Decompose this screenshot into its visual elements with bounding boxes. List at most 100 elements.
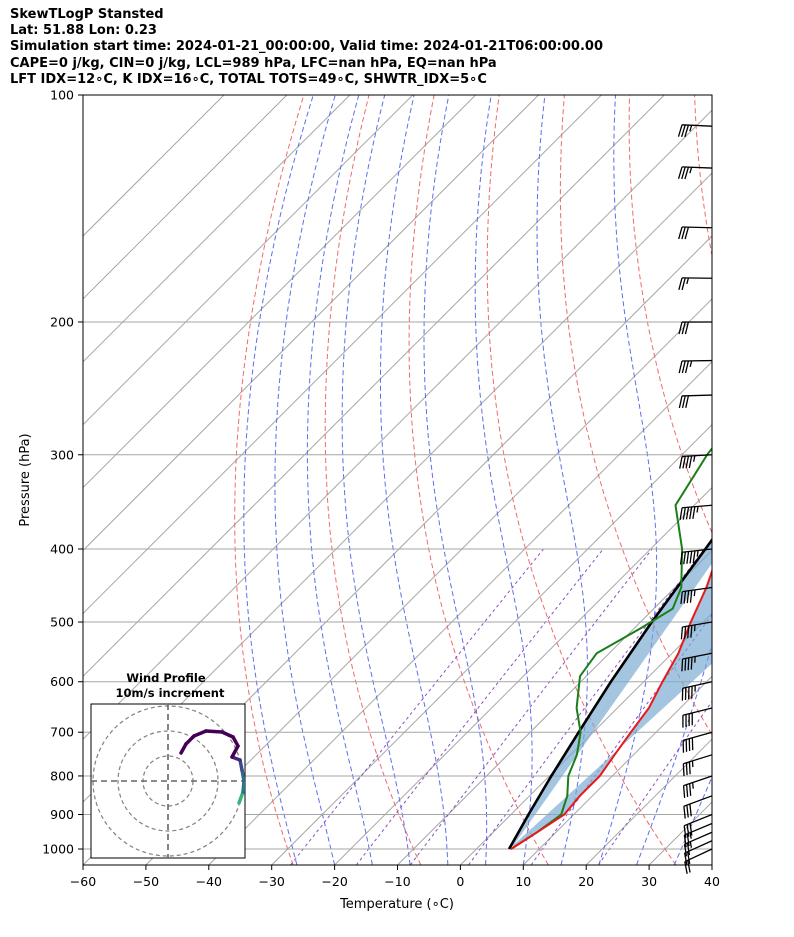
- wind-barb: [679, 548, 713, 565]
- isotherm: [711, 864, 712, 865]
- barb-flag: [689, 551, 693, 564]
- time-line: Simulation start time: 2024-01-21_00:00:…: [10, 39, 603, 55]
- barb-flag: [683, 551, 687, 565]
- wind-barb: [682, 731, 713, 753]
- barb-flag: [678, 360, 683, 374]
- moist-adiabat: [598, 95, 658, 865]
- y-axis-label: Pressure (hPa): [18, 433, 33, 526]
- barb-flag: [681, 658, 684, 672]
- wind-barb: [677, 124, 713, 138]
- barb-flag: [684, 861, 688, 874]
- barb-flag: [684, 321, 690, 335]
- barb-flag: [683, 591, 687, 604]
- mixing-ratio-line: [409, 548, 653, 865]
- barb-half-flag: [689, 841, 693, 848]
- barb-flag: [683, 806, 686, 819]
- wind-barb: [680, 621, 713, 640]
- hodograph-trace-segment: [237, 790, 245, 805]
- barb-flag: [678, 321, 683, 335]
- isotherm: [83, 95, 539, 552]
- barb-shaft: [682, 504, 713, 509]
- x-tick-label: −40: [196, 874, 222, 889]
- barb-flag: [684, 227, 690, 240]
- barb-flag: [685, 507, 690, 520]
- y-tick-label: 500: [50, 615, 74, 630]
- hodograph-trace-segment: [230, 744, 240, 759]
- hodograph-trace-segment: [240, 768, 245, 783]
- barb-shaft: [682, 707, 713, 716]
- dry-adiabat: [234, 95, 305, 865]
- barb-flag: [686, 851, 691, 865]
- chart-title: SkewTLogP Stansted: [10, 7, 164, 22]
- mixing-ratio-line: [355, 548, 604, 865]
- hodograph-plot: [91, 704, 245, 858]
- hodograph-trace-segment: [184, 734, 196, 746]
- barb-shaft: [683, 754, 713, 765]
- mixing-ratio-line: [468, 548, 705, 865]
- isotherm: [208, 361, 712, 865]
- location-line: Lat: 51.88 Lon: 0.23: [10, 23, 157, 39]
- isotherm: [271, 423, 712, 865]
- temperature-line: [510, 568, 712, 850]
- hodograph-inset: Wind Profile 10m/s increment: [90, 671, 246, 859]
- barb-half-flag: [693, 589, 696, 597]
- barb-flag: [683, 834, 687, 848]
- moist-adiabat: [423, 95, 488, 865]
- barb-flag: [686, 590, 690, 604]
- barb-half-flag: [689, 125, 693, 132]
- isotherm: [522, 675, 712, 865]
- barb-shaft: [681, 394, 713, 397]
- barb-shaft: [683, 795, 713, 807]
- barb-half-flag: [686, 277, 690, 285]
- wind-barb: [678, 277, 713, 291]
- barb-flag: [681, 395, 686, 409]
- isotherm: [775, 95, 794, 865]
- moist-adiabat: [474, 95, 533, 865]
- barb-flag: [679, 507, 683, 521]
- barb-half-flag: [693, 455, 696, 462]
- barb-flag: [681, 226, 686, 240]
- wind-barb: [682, 754, 713, 777]
- y-tick-label: 200: [50, 314, 74, 329]
- moist-adiabat: [274, 95, 336, 865]
- barb-shaft: [682, 548, 713, 553]
- barb-flag: [685, 784, 689, 797]
- barb-flag: [685, 762, 688, 776]
- barb-flag: [689, 803, 692, 817]
- indices-line-2: LFT IDX=12∘C, K IDX=16∘C, TOTAL TOTS=49∘…: [10, 71, 487, 87]
- barb-shaft: [682, 124, 713, 127]
- barb-flag: [684, 124, 690, 138]
- isotherm: [145, 298, 712, 865]
- isotherm: [83, 95, 414, 426]
- barb-flag: [681, 321, 686, 335]
- moist-adiabat: [673, 775, 712, 865]
- hodograph-trace-segment: [204, 729, 224, 734]
- mixing-ratio-line: [597, 700, 712, 865]
- isotherm: [397, 549, 712, 865]
- y-tick-label: 1000: [42, 842, 74, 857]
- barb-flag: [678, 226, 683, 240]
- moist-adiabat: [711, 863, 712, 865]
- wind-barb: [683, 813, 713, 839]
- barb-flag: [686, 805, 689, 818]
- y-tick-label: 800: [50, 768, 74, 783]
- dry-adiabat: [694, 95, 712, 258]
- barb-shaft: [682, 454, 713, 458]
- barb-flag: [677, 166, 683, 179]
- barb-flag: [682, 456, 686, 469]
- x-tick-label: −30: [259, 874, 285, 889]
- isotherm: [83, 95, 288, 300]
- isotherm: [83, 95, 351, 363]
- wind-barbs: [677, 124, 713, 874]
- barb-flag: [689, 506, 693, 520]
- barb-flag: [689, 823, 693, 836]
- dry-adiabat: [559, 95, 712, 736]
- barb-flag: [681, 166, 686, 180]
- moist-adiabat: [341, 95, 411, 865]
- mixing-ratio-line: [530, 613, 712, 865]
- barb-flag: [686, 833, 690, 847]
- barb-half-flag: [689, 167, 693, 174]
- barb-shaft: [682, 621, 713, 628]
- barb-flag: [687, 657, 690, 671]
- x-tick-label: 0: [456, 874, 464, 889]
